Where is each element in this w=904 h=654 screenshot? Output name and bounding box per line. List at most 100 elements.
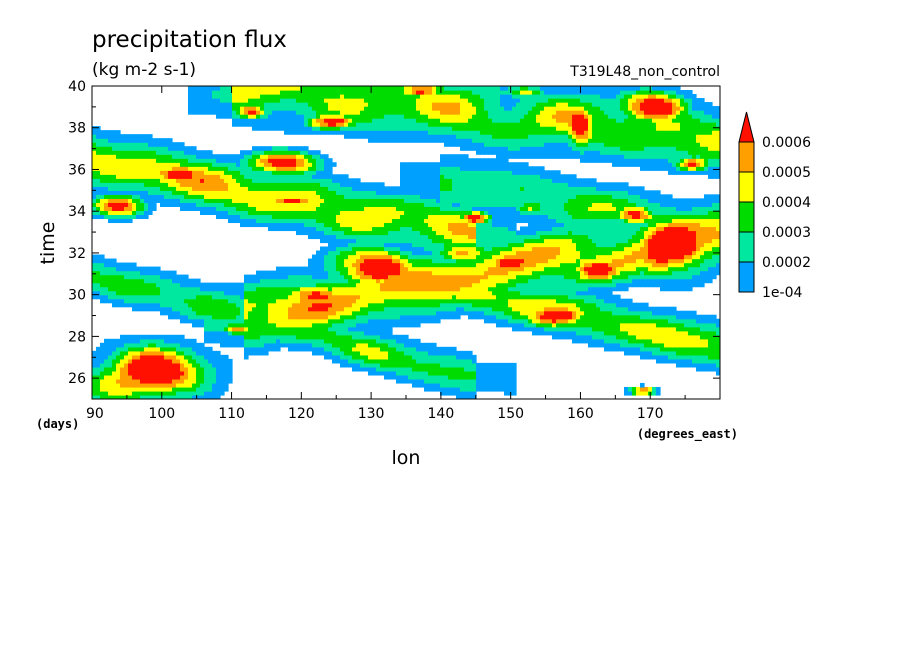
field-cell: [564, 323, 569, 328]
field-cell: [688, 234, 693, 239]
field-cell: [648, 323, 653, 328]
field-cell: [196, 279, 201, 284]
field-cell: [668, 251, 673, 256]
field-cell: [560, 267, 565, 272]
field-cell: [628, 319, 633, 324]
field-cell: [548, 323, 553, 328]
field-cell: [428, 255, 433, 260]
chart-title: precipitation flux: [92, 27, 287, 53]
field-cell: [256, 214, 261, 219]
field-cell: [704, 363, 709, 368]
field-cell: [144, 214, 149, 219]
field-cell: [528, 226, 533, 231]
field-cell: [412, 243, 417, 248]
field-cell: [480, 307, 485, 312]
field-cell: [528, 323, 533, 328]
field-cell: [572, 259, 577, 264]
field-cell: [684, 347, 689, 352]
field-cell: [368, 283, 373, 288]
field-cell: [264, 331, 269, 336]
field-cell: [400, 295, 405, 300]
field-cell: [440, 259, 445, 264]
field-cell: [460, 230, 465, 235]
field-cell: [448, 287, 453, 292]
field-cell: [504, 299, 509, 304]
field-cell: [692, 243, 697, 248]
field-cell: [116, 347, 121, 352]
field-cell: [252, 335, 257, 340]
field-cell: [348, 351, 353, 356]
field-cell: [112, 359, 117, 364]
field-cell: [576, 339, 581, 344]
field-cell: [156, 383, 161, 388]
field-cell: [580, 319, 585, 324]
field-cell: [168, 287, 173, 292]
field-cell: [392, 351, 397, 356]
field-cell: [536, 283, 541, 288]
field-cell: [532, 279, 537, 284]
field-cell: [192, 375, 197, 380]
field-cell: [176, 287, 181, 292]
field-cell: [108, 271, 113, 276]
field-cell: [316, 255, 321, 260]
field-cell: [376, 259, 381, 264]
field-cell: [628, 339, 633, 344]
field-cell: [496, 238, 501, 243]
field-cell: [628, 331, 633, 336]
field-cell: [708, 327, 713, 332]
field-cell: [200, 343, 205, 348]
field-cell: [520, 307, 525, 312]
field-cell: [464, 387, 469, 392]
field-cell: [348, 267, 353, 272]
field-cell: [132, 375, 137, 380]
field-cell: [676, 226, 681, 231]
field-cell: [380, 315, 385, 320]
field-cell: [480, 311, 485, 316]
field-cell: [524, 267, 529, 272]
field-cell: [280, 315, 285, 320]
field-cell: [208, 291, 213, 296]
field-cell: [340, 327, 345, 332]
field-cell: [180, 391, 185, 396]
field-cell: [372, 295, 377, 300]
field-cell: [680, 275, 685, 280]
field-cell: [260, 271, 265, 276]
field-cell: [460, 275, 465, 280]
field-cell: [624, 255, 629, 260]
field-cell: [380, 271, 385, 276]
field-cell: [396, 375, 401, 380]
field-cell: [412, 351, 417, 356]
field-cell: [536, 303, 541, 308]
field-cell: [560, 247, 565, 252]
field-cell: [132, 291, 137, 296]
field-cell: [512, 230, 517, 235]
field-cell: [252, 222, 257, 227]
field-cell: [172, 343, 177, 348]
field-cell: [600, 222, 605, 227]
field-cell: [544, 299, 549, 304]
field-cell: [672, 218, 677, 223]
field-cell: [304, 335, 309, 340]
field-cell: [384, 230, 389, 235]
field-cell: [408, 299, 413, 304]
field-cell: [232, 299, 237, 304]
field-cell: [192, 311, 197, 316]
field-cell: [272, 307, 277, 312]
field-cell: [544, 222, 549, 227]
field-cell: [296, 299, 301, 304]
field-cell: [340, 323, 345, 328]
field-cell: [564, 319, 569, 324]
field-cell: [152, 339, 157, 344]
field-cell: [556, 267, 561, 272]
field-cell: [408, 359, 413, 364]
field-cell: [704, 218, 709, 223]
field-cell: [468, 218, 473, 223]
field-cell: [616, 315, 621, 320]
field-cell: [652, 218, 657, 223]
field-cell: [408, 251, 413, 256]
field-cell: [672, 259, 677, 264]
field-cell: [216, 311, 221, 316]
field-cell: [160, 375, 165, 380]
field-cell: [604, 295, 609, 300]
field-cell: [376, 234, 381, 239]
